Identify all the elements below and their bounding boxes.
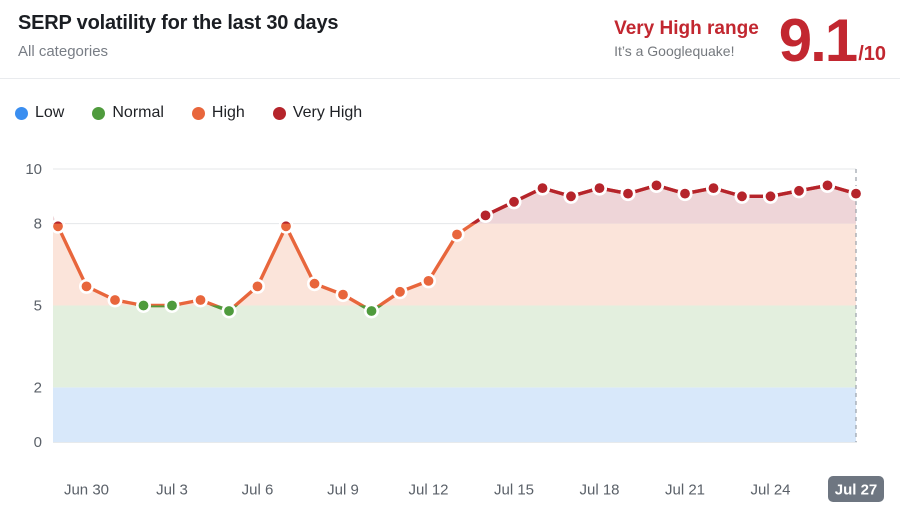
x-tick-label: Jul 21 xyxy=(665,482,705,499)
x-tick-label: Jul 24 xyxy=(750,482,790,499)
legend-item-normal: Normal xyxy=(92,104,164,122)
data-point[interactable]: Jul 5: 4.8 xyxy=(221,303,237,319)
legend-item-high: High xyxy=(191,104,245,122)
x-axis-labels: Jun 30 Jul 3 Jul 6 Jul 9 Jul 12 Jul 15 Jul 18 J… xyxy=(64,476,884,502)
card-header: SERP volatility for the last 30 days All… xyxy=(0,0,900,79)
legend-item-label: Normal xyxy=(112,104,164,121)
legend-item-very-high: Very High xyxy=(272,104,363,122)
page-title: SERP volatility for the last 30 days xyxy=(18,12,339,34)
legend-item-label: Low xyxy=(35,104,65,121)
range-legend: Low Normal High Very High xyxy=(15,104,900,122)
high-dot-icon xyxy=(191,106,205,120)
range-caption: It’s a Googlequake! xyxy=(614,43,735,59)
band-low xyxy=(53,387,856,442)
data-point[interactable]: Jul 11: 5.5 xyxy=(392,284,408,300)
x-tick-label: Jul 3 xyxy=(156,482,188,499)
volatility-score: 9.1 xyxy=(778,7,858,74)
band-normal xyxy=(53,305,856,388)
svg-text:8: 8 xyxy=(34,216,42,233)
data-point[interactable]: Jul 1: 5.2 xyxy=(107,292,123,308)
svg-text:2: 2 xyxy=(34,379,42,396)
svg-text:0: 0 xyxy=(34,434,42,451)
data-point[interactable]: Jul 9: 5.4 xyxy=(335,287,351,303)
data-point[interactable]: Jul 2: 5.0 xyxy=(136,298,152,314)
data-point[interactable]: Jul 10: 4.8 xyxy=(363,303,379,319)
data-point[interactable]: Jul 4: 5.2 xyxy=(193,292,209,308)
data-points-very-high-overlay xyxy=(51,177,864,224)
x-tick-label: Jul 6 xyxy=(242,482,274,499)
data-point[interactable]: Jun 30: 5.7 xyxy=(79,278,95,294)
x-tick-label: Jul 12 xyxy=(408,482,448,499)
svg-text:5: 5 xyxy=(34,298,42,315)
score-max: /10 xyxy=(858,43,886,65)
data-point[interactable]: Jul 8: 5.8 xyxy=(306,276,322,292)
today-badge: Jul 27 xyxy=(828,476,884,502)
low-dot-icon xyxy=(15,106,28,120)
data-point[interactable]: Jul 12: 5.9 xyxy=(420,273,436,289)
header-right: Very High range It’s a Googlequake! 9.1 … xyxy=(614,7,888,74)
x-tick-label: Jul 15 xyxy=(494,482,534,499)
range-block: Very High range It’s a Googlequake! xyxy=(614,12,759,59)
x-tick-label: Jul 9 xyxy=(327,482,359,499)
normal-dot-icon xyxy=(92,106,106,120)
score-block: 9.1 /10 xyxy=(778,7,886,74)
legend-item-label: Very High xyxy=(292,104,363,121)
svg-text:10: 10 xyxy=(25,161,42,178)
y-axis-labels: 0 2 5 8 10 xyxy=(25,161,42,451)
category-subtitle: All categories xyxy=(18,43,109,60)
x-tick-label: Jun 30 xyxy=(64,482,109,499)
legend-item-low: Low xyxy=(15,104,64,122)
legend-item-label: High xyxy=(211,104,245,121)
range-label: Very High range xyxy=(614,18,759,39)
x-tick-label: Jul 18 xyxy=(579,482,619,499)
svg-text:Jul 27: Jul 27 xyxy=(835,482,878,499)
very-high-dot-icon xyxy=(272,106,286,120)
data-point[interactable]: Jul 13: 7.6 xyxy=(449,227,465,243)
header-left: SERP volatility for the last 30 days All… xyxy=(18,12,339,60)
data-point[interactable]: Jul 3: 5.0 xyxy=(164,298,180,314)
data-point[interactable]: Jul 6: 5.7 xyxy=(250,278,266,294)
